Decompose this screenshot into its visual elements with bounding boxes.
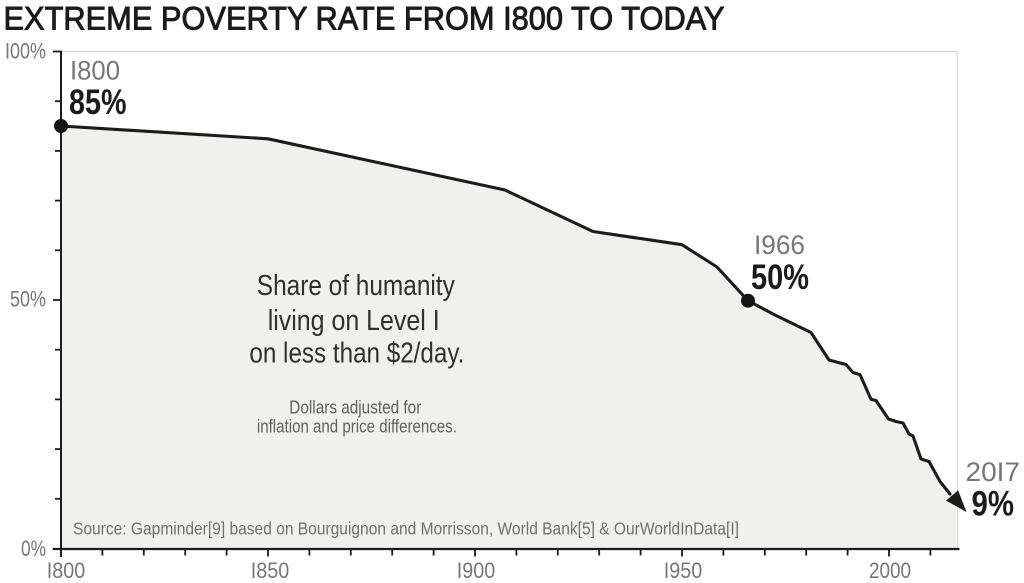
svg-text:on less than $2/day.: on less than $2/day. [249,337,464,369]
svg-text:Source: Gapminder[9] based on: Source: Gapminder[9] based on Bourguigno… [73,519,739,539]
svg-text:2000: 2000 [869,558,911,583]
svg-text:I900: I900 [457,558,496,583]
svg-text:I00%: I00% [5,39,46,64]
svg-text:0%: 0% [21,536,46,561]
svg-text:inflation and price difference: inflation and price differences. [257,417,457,437]
svg-text:50%: 50% [10,286,46,311]
svg-text:50%: 50% [751,258,809,297]
svg-text:EXTREME POVERTY RATE FROM I800: EXTREME POVERTY RATE FROM I800 TO TODAY [4,1,725,37]
svg-text:I950: I950 [664,558,703,583]
svg-text:Share of humanity: Share of humanity [257,270,456,302]
svg-text:I850: I850 [251,558,290,583]
svg-text:I966: I966 [754,230,805,260]
svg-text:85%: 85% [69,83,127,122]
svg-text:9%: 9% [972,485,1015,524]
svg-text:I800: I800 [70,56,120,86]
svg-text:Dollars adjusted for: Dollars adjusted for [289,397,421,417]
svg-text:20I7: 20I7 [966,457,1021,487]
svg-text:living on Level I: living on Level I [268,305,440,337]
svg-text:I800: I800 [47,558,86,583]
